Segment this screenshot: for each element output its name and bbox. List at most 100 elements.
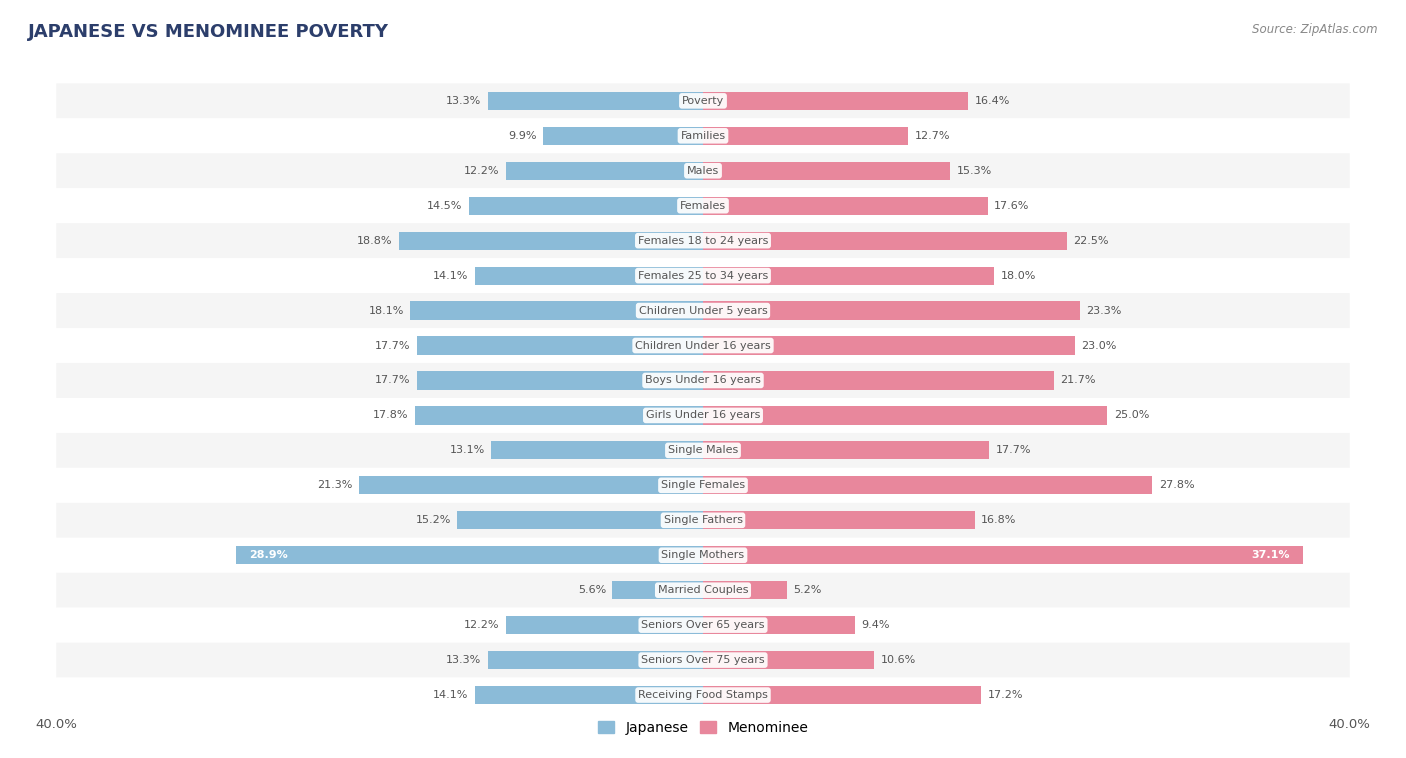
Bar — [506, 616, 703, 634]
Bar — [703, 127, 908, 145]
FancyBboxPatch shape — [56, 293, 1350, 328]
Text: Children Under 5 years: Children Under 5 years — [638, 305, 768, 315]
Text: 22.5%: 22.5% — [1073, 236, 1109, 246]
Bar — [491, 441, 703, 459]
Legend: Japanese, Menominee: Japanese, Menominee — [592, 715, 814, 740]
Bar — [703, 371, 1054, 390]
Text: 14.1%: 14.1% — [433, 271, 468, 280]
Text: Families: Families — [681, 131, 725, 141]
Text: 23.3%: 23.3% — [1087, 305, 1122, 315]
Text: 15.2%: 15.2% — [415, 515, 451, 525]
Text: 13.3%: 13.3% — [446, 655, 481, 665]
Bar — [416, 371, 703, 390]
Text: 14.5%: 14.5% — [426, 201, 463, 211]
Bar — [488, 92, 703, 110]
FancyBboxPatch shape — [56, 153, 1350, 188]
Text: 27.8%: 27.8% — [1159, 481, 1195, 490]
FancyBboxPatch shape — [56, 258, 1350, 293]
Text: Females 18 to 24 years: Females 18 to 24 years — [638, 236, 768, 246]
Text: Single Mothers: Single Mothers — [661, 550, 745, 560]
Text: Boys Under 16 years: Boys Under 16 years — [645, 375, 761, 386]
Text: 21.3%: 21.3% — [316, 481, 352, 490]
Text: 14.1%: 14.1% — [433, 690, 468, 700]
Bar — [415, 406, 703, 424]
Bar — [703, 651, 875, 669]
Text: Single Males: Single Males — [668, 446, 738, 456]
FancyBboxPatch shape — [56, 468, 1350, 503]
Text: 15.3%: 15.3% — [957, 166, 993, 176]
Text: 17.8%: 17.8% — [373, 410, 409, 421]
Text: 16.8%: 16.8% — [981, 515, 1017, 525]
Bar — [475, 267, 703, 285]
Bar — [703, 267, 994, 285]
Text: 13.1%: 13.1% — [450, 446, 485, 456]
Text: 18.0%: 18.0% — [1001, 271, 1036, 280]
Text: 9.4%: 9.4% — [862, 620, 890, 630]
Bar — [468, 196, 703, 215]
Text: JAPANESE VS MENOMINEE POVERTY: JAPANESE VS MENOMINEE POVERTY — [28, 23, 389, 41]
Text: 37.1%: 37.1% — [1251, 550, 1289, 560]
Bar — [399, 232, 703, 249]
FancyBboxPatch shape — [56, 678, 1350, 713]
Bar — [416, 337, 703, 355]
Text: 5.2%: 5.2% — [793, 585, 823, 595]
FancyBboxPatch shape — [56, 643, 1350, 678]
FancyBboxPatch shape — [56, 398, 1350, 433]
Bar — [543, 127, 703, 145]
Bar — [703, 441, 990, 459]
FancyBboxPatch shape — [56, 118, 1350, 153]
Bar — [703, 232, 1067, 249]
FancyBboxPatch shape — [56, 537, 1350, 573]
Bar — [703, 92, 969, 110]
Text: Girls Under 16 years: Girls Under 16 years — [645, 410, 761, 421]
Text: 12.2%: 12.2% — [464, 166, 499, 176]
Text: 17.2%: 17.2% — [987, 690, 1024, 700]
Bar — [411, 302, 703, 320]
Text: 17.7%: 17.7% — [995, 446, 1031, 456]
Text: Single Fathers: Single Fathers — [664, 515, 742, 525]
Bar — [488, 651, 703, 669]
Bar — [236, 547, 703, 564]
Text: 9.9%: 9.9% — [508, 131, 537, 141]
Text: 23.0%: 23.0% — [1081, 340, 1116, 350]
FancyBboxPatch shape — [56, 608, 1350, 643]
Text: 12.2%: 12.2% — [464, 620, 499, 630]
Bar — [703, 161, 950, 180]
Text: Receiving Food Stamps: Receiving Food Stamps — [638, 690, 768, 700]
Text: 18.1%: 18.1% — [368, 305, 404, 315]
Text: Children Under 16 years: Children Under 16 years — [636, 340, 770, 350]
Text: 28.9%: 28.9% — [249, 550, 287, 560]
Text: 16.4%: 16.4% — [974, 96, 1010, 106]
Bar — [703, 476, 1153, 494]
Bar — [703, 616, 855, 634]
Text: 10.6%: 10.6% — [880, 655, 917, 665]
Text: 17.6%: 17.6% — [994, 201, 1029, 211]
Text: Seniors Over 75 years: Seniors Over 75 years — [641, 655, 765, 665]
Text: 17.7%: 17.7% — [375, 375, 411, 386]
Bar — [703, 511, 974, 529]
Text: Females 25 to 34 years: Females 25 to 34 years — [638, 271, 768, 280]
FancyBboxPatch shape — [56, 328, 1350, 363]
FancyBboxPatch shape — [56, 188, 1350, 223]
Text: 17.7%: 17.7% — [375, 340, 411, 350]
Bar — [703, 337, 1074, 355]
Bar — [506, 161, 703, 180]
FancyBboxPatch shape — [56, 573, 1350, 608]
Text: Males: Males — [688, 166, 718, 176]
Text: Source: ZipAtlas.com: Source: ZipAtlas.com — [1253, 23, 1378, 36]
Bar — [359, 476, 703, 494]
Text: 12.7%: 12.7% — [915, 131, 950, 141]
Bar — [703, 302, 1080, 320]
Bar — [457, 511, 703, 529]
Bar — [703, 686, 981, 704]
FancyBboxPatch shape — [56, 433, 1350, 468]
Text: 13.3%: 13.3% — [446, 96, 481, 106]
Text: Married Couples: Married Couples — [658, 585, 748, 595]
Bar — [475, 686, 703, 704]
FancyBboxPatch shape — [56, 503, 1350, 537]
FancyBboxPatch shape — [56, 363, 1350, 398]
FancyBboxPatch shape — [56, 223, 1350, 258]
FancyBboxPatch shape — [56, 83, 1350, 118]
Bar — [613, 581, 703, 600]
Text: Poverty: Poverty — [682, 96, 724, 106]
